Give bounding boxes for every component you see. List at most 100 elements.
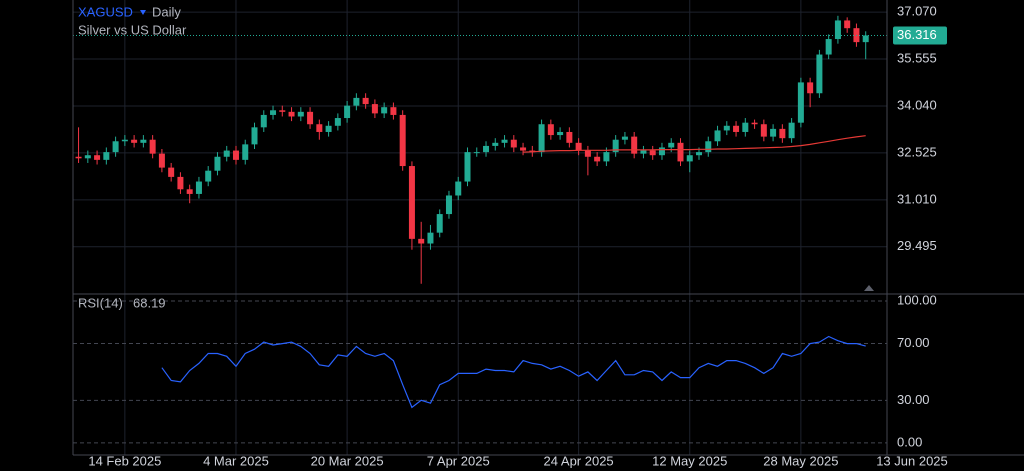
candle-body	[418, 238, 425, 244]
rsi-tick-label: 100.00	[897, 292, 937, 307]
candle-body	[131, 139, 138, 143]
candle-body	[103, 152, 110, 160]
moving-average	[523, 135, 866, 153]
candle-body	[520, 147, 527, 151]
candle-body	[742, 122, 749, 132]
candle-body	[779, 128, 786, 139]
x-tick-label: 12 May 2025	[652, 453, 727, 468]
candle-body	[538, 124, 545, 153]
candle-body	[575, 142, 582, 151]
candle-body	[186, 189, 193, 194]
candle-body	[445, 195, 452, 215]
y-tick-label: 31.010	[897, 191, 937, 206]
candle-body	[325, 125, 332, 132]
candle-body	[797, 82, 804, 123]
candle-body	[195, 181, 202, 194]
candle-body	[723, 125, 730, 131]
candle-body	[205, 170, 212, 182]
candle-body	[427, 232, 434, 244]
candle-body	[270, 110, 277, 115]
candle-body	[390, 107, 397, 115]
candle-body	[594, 156, 601, 162]
candle-body	[510, 139, 517, 148]
candle-body	[158, 153, 165, 168]
interval: Daily	[152, 4, 181, 19]
candle-body	[631, 136, 638, 154]
candle-body	[334, 118, 341, 126]
x-tick-label: 14 Feb 2025	[88, 453, 161, 468]
candle-body	[84, 155, 91, 159]
candle-body	[75, 156, 82, 159]
candle-body	[705, 141, 712, 153]
x-tick-label: 13 Jun 2025	[876, 453, 948, 468]
candle-body	[307, 111, 314, 125]
y-tick-label: 35.555	[897, 50, 937, 65]
x-tick-label: 28 May 2025	[763, 453, 838, 468]
scroll-marker	[864, 285, 874, 291]
candle-body	[316, 124, 323, 132]
rsi-tick-label: 30.00	[897, 392, 930, 407]
candle-body	[733, 125, 740, 132]
candle-body	[696, 152, 703, 156]
candle-body	[501, 139, 508, 143]
candle-body	[816, 54, 823, 94]
candle-body	[584, 150, 591, 157]
candle-body	[353, 97, 360, 106]
candle-body	[621, 136, 628, 140]
candle-body	[807, 82, 814, 94]
candle-body	[168, 167, 175, 177]
y-tick-label: 29.495	[897, 238, 937, 253]
candle-body	[371, 104, 378, 114]
candle-body	[112, 141, 119, 153]
rsi-tick-label: 70.00	[897, 335, 930, 350]
grid	[73, 0, 887, 455]
candle-body	[612, 139, 619, 153]
candle-body	[686, 155, 693, 162]
last-price-box	[893, 26, 947, 45]
chart-title: Silver vs US Dollar	[78, 22, 187, 37]
candle-body	[279, 110, 286, 112]
candle-body	[223, 150, 230, 157]
candle-body	[149, 139, 156, 154]
candle-body	[714, 130, 721, 142]
candle-body	[399, 114, 406, 167]
candle-body	[177, 176, 184, 190]
x-tick-label: 4 Mar 2025	[203, 453, 269, 468]
candle-body	[121, 139, 128, 142]
candle-body	[649, 150, 656, 156]
x-tick-label: 7 Apr 2025	[427, 453, 490, 468]
candle-body	[232, 150, 239, 160]
x-tick-label: 24 Apr 2025	[544, 453, 614, 468]
rsi-line	[161, 335, 866, 409]
candle-body	[381, 107, 388, 114]
rsi-tick-label: 0.00	[897, 434, 922, 449]
candle-body	[566, 131, 573, 143]
last-price-label: 36.316	[897, 27, 937, 42]
candle-body	[603, 152, 610, 162]
y-tick-label: 34.040	[897, 97, 937, 112]
candle-body	[251, 127, 258, 145]
candle-body	[668, 142, 675, 148]
candle-body	[344, 105, 351, 119]
candle-body	[862, 35, 869, 43]
candle-body	[242, 144, 249, 160]
symbol-dropdown	[140, 10, 146, 15]
x-tick-label: 20 Mar 2025	[311, 453, 384, 468]
candle-body	[834, 20, 841, 40]
candle-body	[140, 139, 147, 143]
candle-body	[557, 131, 564, 136]
plot	[73, 15, 887, 409]
candle-body	[844, 20, 851, 29]
candle-body	[408, 166, 415, 239]
candle-body	[492, 142, 499, 146]
candle-body	[751, 122, 758, 125]
candle-body	[455, 181, 462, 196]
candle-body	[288, 111, 295, 117]
candle-body	[825, 39, 832, 55]
candle-body	[214, 156, 221, 171]
candle-body	[760, 124, 767, 137]
candle-body	[547, 124, 554, 136]
